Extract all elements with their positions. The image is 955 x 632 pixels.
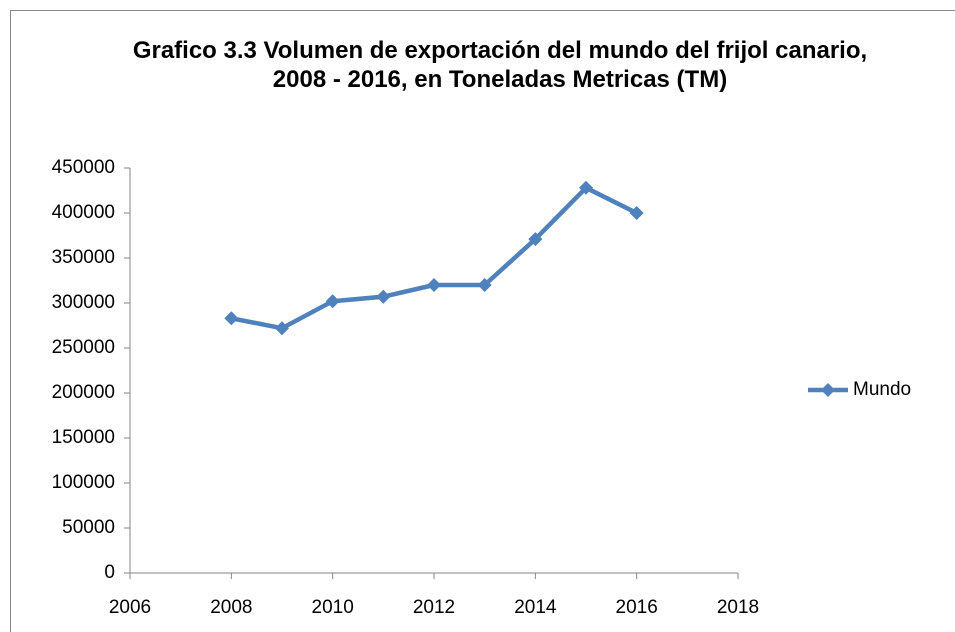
y-tick-label: 400000: [52, 202, 115, 223]
y-tick-label: 100000: [52, 472, 115, 493]
point-marker: [477, 278, 492, 292]
y-tick-label: 250000: [52, 337, 115, 358]
y-tick-label: 350000: [52, 247, 115, 268]
point-marker: [325, 294, 340, 309]
x-tick-label: 2018: [717, 597, 759, 618]
y-tick-label: 150000: [52, 427, 115, 448]
x-tick-label: 2012: [413, 597, 455, 618]
y-tick-label: 200000: [52, 382, 115, 403]
chart-border: [10, 10, 955, 632]
point-marker: [629, 206, 644, 220]
y-tick-label: 0: [104, 562, 115, 583]
y-tick-label: 50000: [62, 517, 115, 538]
point-marker: [528, 232, 543, 247]
x-tick-label: 2006: [109, 597, 151, 618]
legend-label: Mundo: [853, 379, 911, 400]
point-marker: [275, 321, 289, 336]
x-tick-label: 2010: [312, 597, 354, 618]
x-tick-label: 2008: [210, 597, 252, 618]
point-marker: [224, 311, 239, 326]
point-marker: [427, 278, 441, 292]
y-tick-label: 300000: [52, 292, 115, 313]
chart-title: Grafico 3.3 Volumen de exportación del m…: [132, 37, 868, 93]
series-line: [230, 185, 638, 331]
point-marker: [376, 289, 391, 304]
x-tick-label: 2016: [616, 597, 658, 618]
x-tick-label: 2014: [514, 597, 557, 618]
legend-marker: [821, 383, 835, 397]
point-marker: [579, 180, 593, 195]
y-tick-label: 450000: [52, 157, 115, 178]
